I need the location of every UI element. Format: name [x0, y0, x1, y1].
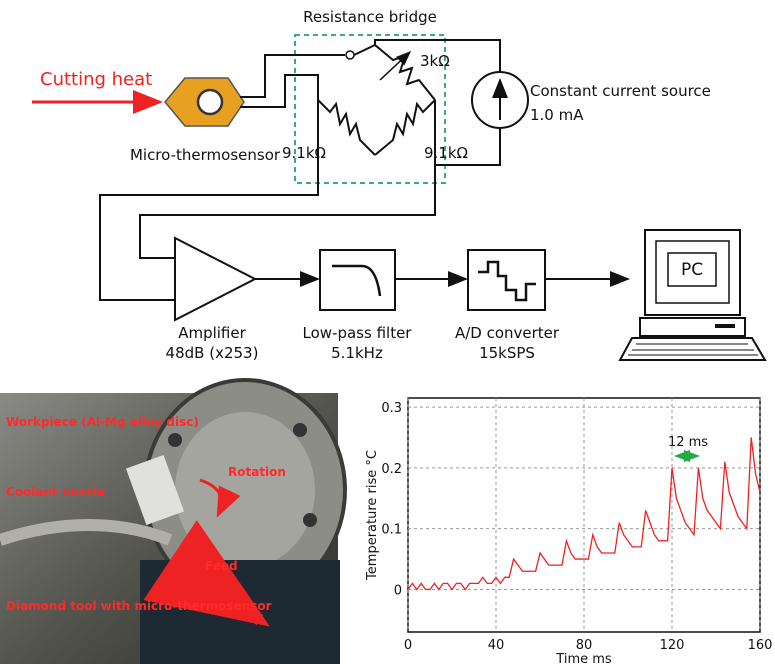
node	[345, 50, 355, 60]
annotation: 12 ms	[668, 435, 708, 450]
y-tick-label: 0.3	[381, 401, 402, 416]
source-value: 1.0 mA	[530, 106, 584, 124]
source-label: Constant current source	[530, 82, 711, 100]
block-label: Low-pass filter	[303, 324, 413, 342]
wire	[139, 165, 436, 259]
y-tick-label: 0.2	[381, 462, 402, 477]
sensor-hole	[196, 88, 224, 116]
photo-label: Workpiece (Al-Mg alloy disc)	[6, 415, 199, 429]
x-tick-label: 160	[748, 638, 773, 653]
sensor-label: Micro-thermosensor	[130, 146, 281, 164]
photo-label: Coolant nozzle	[6, 485, 105, 499]
x-tick-label: 120	[660, 638, 685, 653]
filter	[319, 249, 396, 311]
y-tick-label: 0	[394, 583, 402, 598]
wire	[240, 54, 345, 98]
block-label: A/D converter	[455, 324, 560, 342]
block-detail: 48dB (x253)	[166, 344, 259, 362]
pot-arrow	[379, 50, 412, 81]
wire	[374, 39, 501, 72]
bridge-box	[294, 34, 446, 184]
block-detail: 15kSPS	[479, 344, 535, 362]
amplifier	[174, 236, 258, 322]
photo-label: Rotation	[228, 465, 286, 479]
x-tick-label: 80	[576, 638, 593, 653]
x-axis-label: Time ms	[555, 652, 612, 664]
computer: PC	[618, 229, 767, 361]
resistor	[317, 99, 376, 156]
resistor-label: 3kΩ	[420, 52, 450, 70]
y-tick-label: 0.1	[381, 523, 402, 538]
pc-label: PC	[681, 260, 703, 280]
block-detail: 5.1kHz	[331, 344, 383, 362]
x-tick-label: 0	[404, 638, 412, 653]
resistor	[374, 44, 436, 101]
block-label: Amplifier	[178, 324, 246, 342]
wire	[434, 100, 501, 166]
photo-label: Diamond tool with micro-thermosensor	[6, 599, 272, 613]
photo-label: Feed	[205, 559, 238, 573]
wire	[240, 74, 319, 108]
x-tick-label: 40	[488, 638, 505, 653]
resistor-label: 9.1kΩ	[424, 144, 468, 162]
input-label: Cutting heat	[40, 69, 152, 90]
resistor	[374, 99, 436, 156]
adc-icon	[478, 260, 536, 302]
photo: Workpiece (Al-Mg alloy disc) Rotation Co…	[0, 378, 347, 664]
bridge-title: Resistance bridge	[303, 8, 437, 26]
wire	[99, 100, 319, 301]
chart: 0 0.1 0.2 0.3 0 40 80 120 160 Time ms Temperature …	[365, 397, 773, 664]
data-line	[407, 437, 761, 591]
y-axis-label: Temperature rise °C	[365, 450, 380, 581]
wire	[353, 44, 376, 56]
resistor-label: 9.1kΩ	[282, 144, 326, 162]
circuit: Resistance bridge Cutting heat Micro-the…	[32, 8, 767, 362]
filter-icon	[332, 264, 382, 297]
